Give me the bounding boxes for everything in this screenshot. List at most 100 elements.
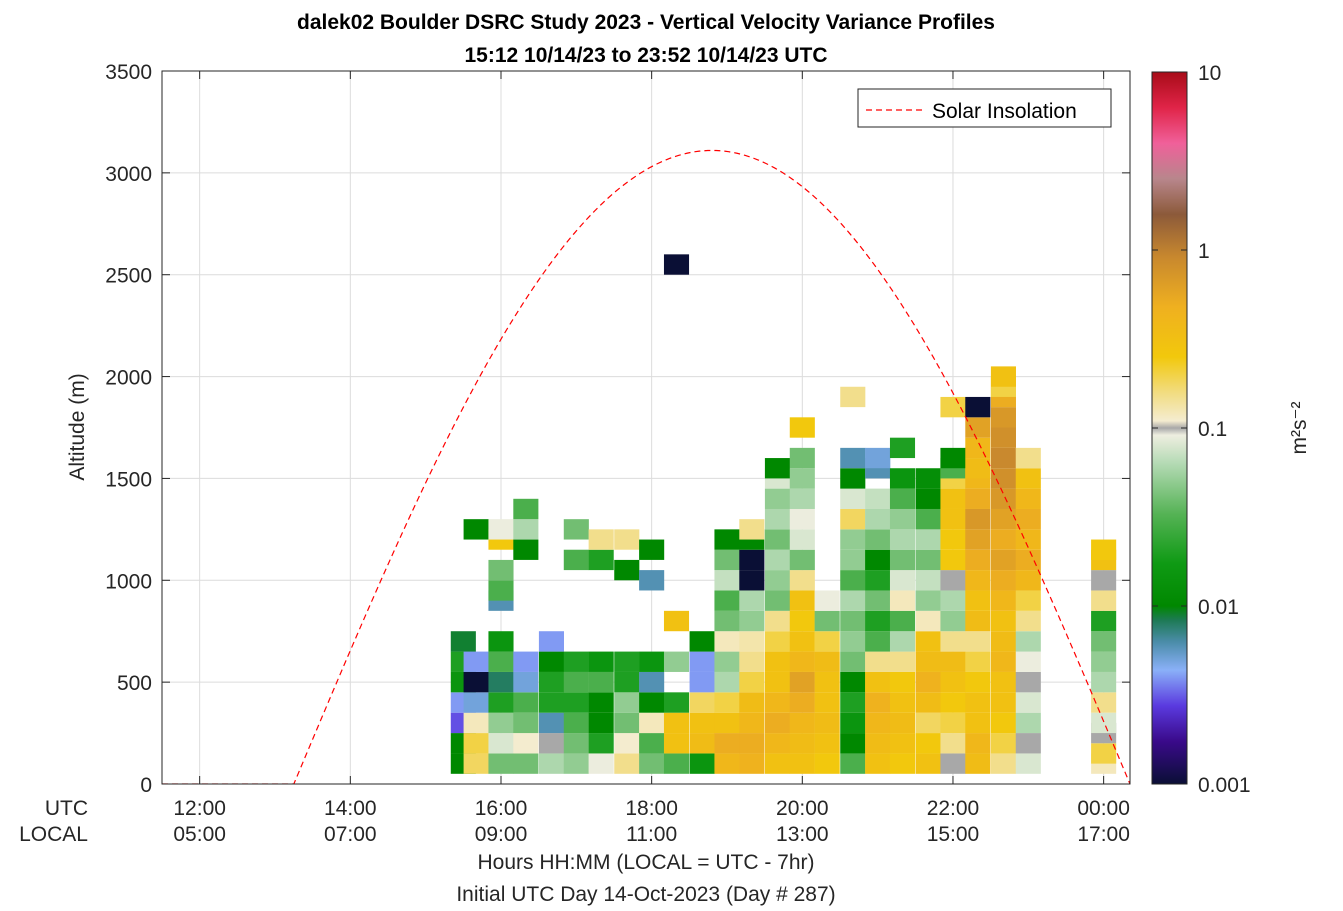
- variance-cell: [889, 549, 916, 571]
- variance-cell: [865, 447, 891, 469]
- variance-cell: [563, 753, 589, 774]
- variance-cell: [764, 733, 790, 754]
- variance-cell: [889, 610, 916, 632]
- variance-cell: [764, 610, 790, 632]
- variance-cell: [764, 712, 790, 734]
- variance-cell: [639, 692, 665, 713]
- variance-cell: [588, 712, 614, 734]
- variance-cell: [865, 631, 891, 652]
- variance-cell: [463, 519, 489, 540]
- y-tick-label: 2000: [105, 367, 152, 390]
- variance-cell: [614, 559, 640, 581]
- x-tick-label-local: 13:00: [776, 823, 829, 846]
- variance-cell: [714, 631, 740, 652]
- variance-cell: [463, 651, 489, 672]
- variance-cell: [663, 753, 690, 774]
- x-tick-label-utc: 16:00: [475, 797, 528, 820]
- variance-cell: [1091, 692, 1117, 713]
- variance-cell: [789, 417, 815, 438]
- variance-cell: [1091, 570, 1117, 591]
- colorbar-tick-label: 1: [1198, 240, 1210, 263]
- variance-cell: [739, 610, 765, 632]
- variance-cell: [563, 733, 589, 754]
- variance-cell: [739, 631, 765, 652]
- variance-cell: [789, 508, 815, 530]
- variance-cell: [739, 733, 765, 754]
- variance-cell: [639, 570, 665, 591]
- variance-cell: [663, 692, 690, 713]
- variance-cell: [915, 508, 941, 530]
- variance-cell: [1091, 590, 1117, 611]
- variance-cell: [764, 529, 790, 550]
- variance-cell: [488, 559, 514, 581]
- variance-cell: [789, 468, 815, 489]
- x-tick-label-utc: 12:00: [173, 797, 226, 820]
- variance-cell: [915, 549, 941, 571]
- variance-cell: [463, 712, 489, 734]
- x-axis: 12:00 05:00 14:00 07:00 16:00 09:00 18:00 11:00…: [173, 71, 1130, 846]
- variance-cell: [915, 590, 941, 611]
- variance-cell: [614, 529, 640, 550]
- variance-cell: [814, 692, 840, 713]
- x-tick-label-utc: 18:00: [625, 797, 678, 820]
- variance-cell: [965, 671, 991, 693]
- variance-cells: [450, 254, 1117, 774]
- y-tick-label: 500: [117, 672, 152, 695]
- variance-cell: [714, 671, 740, 693]
- variance-cell: [965, 733, 991, 754]
- variance-cell: [1091, 743, 1117, 764]
- variance-cell: [889, 753, 916, 774]
- variance-cell: [840, 529, 866, 550]
- variance-cell: [463, 733, 489, 754]
- variance-cell: [990, 610, 1016, 632]
- variance-cell: [990, 549, 1016, 571]
- variance-cell: [764, 549, 790, 571]
- variance-cell: [563, 549, 589, 571]
- x-tick-label-utc: 14:00: [324, 797, 377, 820]
- y-tick-label: 1500: [105, 468, 152, 491]
- variance-cell: [663, 610, 690, 632]
- variance-cell: [840, 692, 866, 713]
- variance-cell: [588, 733, 614, 754]
- variance-cell: [840, 753, 866, 774]
- variance-cell: [513, 712, 539, 734]
- variance-cell: [915, 651, 941, 672]
- variance-cell: [538, 651, 565, 672]
- variance-cell: [538, 753, 565, 774]
- variance-cell: [764, 570, 790, 591]
- variance-cell: [789, 692, 815, 713]
- variance-cell: [538, 692, 565, 713]
- variance-cell: [965, 753, 991, 774]
- variance-cell: [840, 549, 866, 571]
- variance-cell: [764, 651, 790, 672]
- variance-cell: [513, 692, 539, 713]
- variance-cell: [764, 671, 790, 693]
- variance-cell: [639, 712, 665, 734]
- variance-cell: [764, 753, 790, 774]
- variance-cell: [689, 671, 715, 693]
- variance-cell: [714, 590, 740, 611]
- variance-cell: [614, 692, 640, 713]
- variance-cell: [1015, 753, 1041, 774]
- variance-cell: [488, 651, 514, 672]
- variance-cell: [789, 570, 815, 591]
- y-tick-label: 3500: [105, 61, 152, 84]
- variance-cell: [1015, 590, 1041, 611]
- variance-cell: [513, 498, 539, 520]
- variance-cell: [965, 570, 991, 591]
- variance-cell: [865, 671, 891, 693]
- variance-cell: [940, 610, 966, 632]
- variance-cell: [840, 651, 866, 672]
- variance-cell: [1091, 631, 1117, 652]
- variance-cell: [488, 580, 514, 601]
- variance-cell: [865, 590, 891, 611]
- variance-cell: [1091, 671, 1117, 693]
- variance-cell: [789, 590, 815, 611]
- variance-cell: [915, 610, 941, 632]
- variance-cell: [915, 570, 941, 591]
- variance-cell: [965, 437, 991, 459]
- variance-cell: [538, 671, 565, 693]
- variance-cell: [488, 753, 514, 774]
- variance-cell: [789, 529, 815, 550]
- variance-cell: [739, 753, 765, 774]
